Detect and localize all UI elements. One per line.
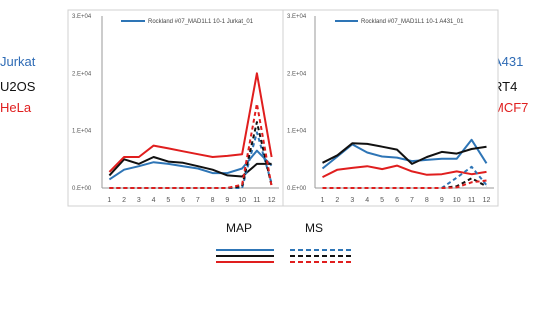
legend-label: Rockland #07_MAD1L1 10-1 A431_01 — [361, 19, 464, 25]
x-tick-label: 3 — [137, 197, 141, 204]
x-tick-label: 6 — [181, 197, 185, 204]
legend-label: Rockland #07_MAD1L1 10-1 Jurkat_01 — [148, 19, 254, 25]
chart-jurkat: 0.E+001.E+042.E+043.E+041 2 3 4 5 6 7 8 9 10 11 12R… — [67, 9, 284, 207]
x-tick-label: 8 — [211, 197, 215, 204]
x-tick-label: 9 — [225, 197, 229, 204]
x-tick-label: 6 — [395, 197, 399, 204]
label-rt4: RT4 — [493, 79, 518, 94]
x-tick-label: 5 — [380, 197, 384, 204]
label-u2os: U2OS — [0, 79, 36, 94]
x-tick-label: 9 — [440, 197, 444, 204]
x-tick-label: 2 — [335, 197, 339, 204]
y-tick-label: 2.E+04 — [287, 71, 307, 77]
series-line-2 — [322, 164, 487, 178]
y-tick-label: 0.E+00 — [72, 186, 92, 192]
y-tick-label: 2.E+04 — [72, 71, 92, 77]
series-line-1 — [322, 142, 487, 165]
y-tick-label: 1.E+04 — [72, 129, 92, 135]
map-ms-key — [216, 249, 352, 263]
x-tick-label: 10 — [453, 197, 461, 204]
series-line-3 — [322, 165, 488, 189]
x-tick-label: 11 — [468, 197, 475, 204]
x-tick-label: 12 — [483, 197, 491, 204]
x-tick-label: 7 — [196, 197, 200, 204]
series-line-2 — [108, 72, 273, 173]
x-tick-label: 11 — [253, 197, 260, 204]
chart-jurkat-plot: 0.E+001.E+042.E+043.E+041 2 3 4 5 6 7 8 9 10 11 12R… — [72, 14, 279, 204]
chart-a431-plot: 0.E+001.E+042.E+043.E+041 2 3 4 5 6 7 8 9 10 11 12R… — [287, 14, 494, 204]
series-line-5 — [322, 179, 487, 189]
key-map-label: MAP — [226, 221, 253, 235]
x-tick-label: 7 — [410, 197, 414, 204]
x-tick-label: 3 — [350, 197, 354, 204]
x-tick-label: 1 — [321, 197, 325, 204]
key-ms-label: MS — [305, 221, 323, 235]
x-tick-label: 10 — [238, 197, 246, 204]
y-tick-label: 1.E+04 — [287, 129, 307, 135]
label-a431: A431 — [493, 54, 524, 69]
y-tick-label: 0.E+00 — [287, 186, 307, 192]
chart-a431: 0.E+001.E+042.E+043.E+041 2 3 4 5 6 7 8 9 10 11 12R… — [282, 9, 499, 207]
label-hela: HeLa — [0, 100, 32, 115]
x-tick-label: 4 — [365, 197, 369, 204]
y-tick-label: 3.E+04 — [72, 14, 92, 20]
x-tick-label: 12 — [268, 197, 276, 204]
x-tick-label: 4 — [152, 197, 156, 204]
x-tick-label: 8 — [425, 197, 429, 204]
x-tick-label: 5 — [166, 197, 170, 204]
x-tick-label: 1 — [107, 197, 111, 204]
label-jurkat: Jurkat — [0, 54, 36, 69]
label-mcf7: MCF7 — [493, 100, 529, 115]
x-tick-label: 2 — [122, 197, 126, 204]
series-line-0 — [108, 149, 273, 181]
y-tick-label: 3.E+04 — [287, 14, 307, 20]
